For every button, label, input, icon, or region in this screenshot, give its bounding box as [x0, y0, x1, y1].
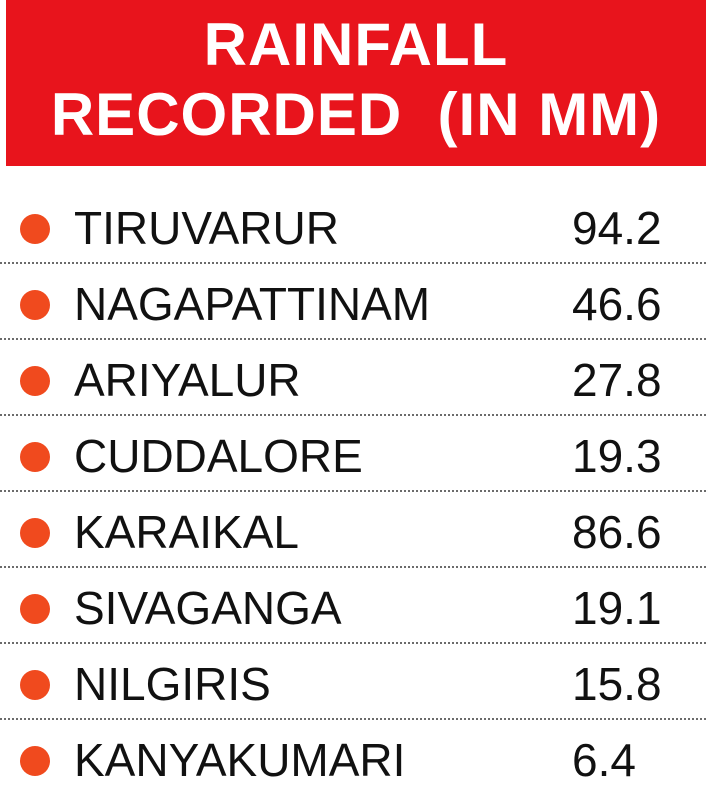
rainfall-value: 19.1 — [572, 582, 662, 634]
table-row: ARIYALUR 27.8 — [0, 340, 706, 416]
rainfall-value: 27.8 — [572, 354, 662, 406]
district-name: TIRUVARUR — [74, 202, 339, 254]
district-name: KANYAKUMARI — [74, 734, 406, 786]
table-row: TIRUVARUR 94.2 — [0, 188, 706, 264]
bullet-icon — [20, 518, 50, 548]
district-name: ARIYALUR — [74, 354, 301, 406]
bullet-icon — [20, 670, 50, 700]
rainfall-value: 19.3 — [572, 430, 662, 482]
rainfall-value: 15.8 — [572, 658, 662, 710]
table-row: KANYAKUMARI 6.4 — [0, 720, 706, 796]
bullet-icon — [20, 290, 50, 320]
district-name: CUDDALORE — [74, 430, 363, 482]
title-line-1: RAINFALL — [203, 11, 509, 78]
district-name: NILGIRIS — [74, 658, 271, 710]
title-line-2: RECORDED (IN MM) — [50, 81, 662, 148]
rainfall-value: 94.2 — [572, 202, 662, 254]
bullet-icon — [20, 214, 50, 244]
rainfall-table: TIRUVARUR 94.2 NAGAPATTINAM 46.6 ARIYALUR 27.… — [0, 188, 706, 796]
table-row: NILGIRIS 15.8 — [0, 644, 706, 720]
table-row: CUDDALORE 19.3 — [0, 416, 706, 492]
bullet-icon — [20, 746, 50, 776]
rainfall-value: 6.4 — [572, 734, 636, 786]
bullet-icon — [20, 442, 50, 472]
district-name: SIVAGANGA — [74, 582, 342, 634]
bullet-icon — [20, 594, 50, 624]
bullet-icon — [20, 366, 50, 396]
table-row: KARAIKAL 86.6 — [0, 492, 706, 568]
rainfall-value: 46.6 — [572, 278, 662, 330]
table-row: NAGAPATTINAM 46.6 — [0, 264, 706, 340]
title-banner: RAINFALL RECORDED (IN MM) — [6, 0, 706, 166]
district-name: KARAIKAL — [74, 506, 299, 558]
table-row: SIVAGANGA 19.1 — [0, 568, 706, 644]
district-name: NAGAPATTINAM — [74, 278, 431, 330]
rainfall-value: 86.6 — [572, 506, 662, 558]
